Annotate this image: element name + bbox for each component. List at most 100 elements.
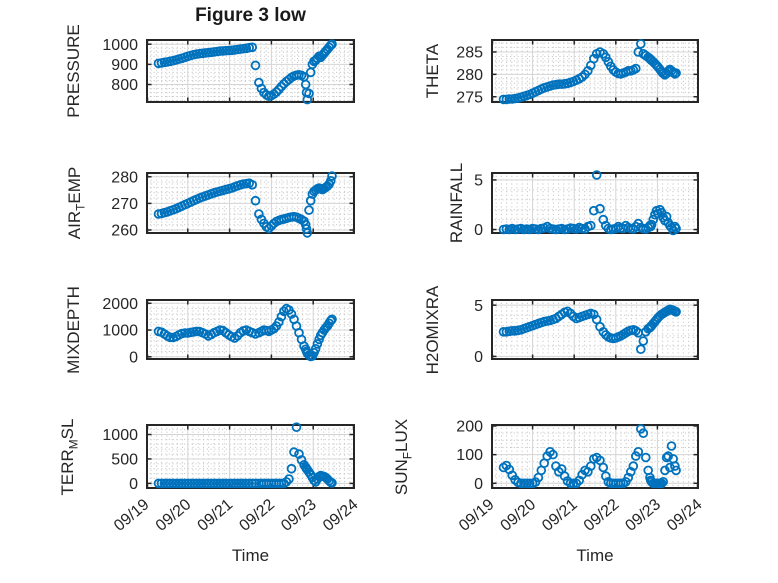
data-marker <box>312 339 323 349</box>
data-marker <box>548 449 558 460</box>
y-tick-label: 900 <box>111 57 138 74</box>
axis-border <box>491 39 699 103</box>
y-tick-label: 500 <box>111 452 138 469</box>
data-marker <box>247 179 257 190</box>
data-marker <box>524 478 535 489</box>
y-tick-label: 100 <box>456 447 483 464</box>
data-marker <box>504 94 515 104</box>
y-tick-label: 1000 <box>102 323 138 340</box>
data-marker <box>631 63 641 74</box>
data-marker <box>646 219 657 230</box>
axis-border <box>146 39 355 103</box>
data-marker <box>165 478 176 489</box>
data-marker <box>636 344 646 354</box>
data-marker <box>327 314 337 325</box>
data-marker <box>638 336 649 346</box>
data-marker <box>498 94 509 105</box>
data-marker <box>589 205 599 216</box>
data-marker <box>636 39 646 49</box>
x-tick-label: 09/20 <box>498 496 540 535</box>
data-marker <box>638 428 649 438</box>
data-marker <box>286 463 297 474</box>
data-marker <box>250 60 261 71</box>
data-marker <box>235 478 246 489</box>
y-tick-label: 1000 <box>102 427 138 444</box>
y-tick-label: 0 <box>474 222 483 239</box>
data-marker <box>648 214 659 225</box>
y-tick-label: 260 <box>111 223 138 240</box>
data-marker <box>203 478 214 489</box>
data-marker <box>301 224 312 234</box>
data-marker <box>291 422 302 433</box>
data-marker <box>302 228 313 238</box>
plot-area-air-temp: 260 270 280 <box>111 169 355 240</box>
data-marker <box>671 223 681 234</box>
x-tick-label: 09/24 <box>664 496 706 535</box>
axis-border <box>491 172 699 234</box>
ylabel-subscript: F <box>400 451 415 459</box>
plot-area-sun-flux: 0 100 200 09/19 09/20 09/21 09/22 09/23 09/24 <box>456 419 706 535</box>
data-marker <box>658 68 669 79</box>
data-marker <box>206 478 216 489</box>
data-marker <box>294 449 304 459</box>
x-axis-label-right: Time <box>576 546 614 565</box>
data-marker <box>191 478 202 489</box>
data-marker <box>661 211 672 222</box>
x-tick-label: 09/23 <box>278 496 320 535</box>
data-marker <box>595 203 605 214</box>
plot-area-terr-msl: 0 500 1000 09/19 09/20 09/21 09/22 09/23 09/24 <box>102 422 362 535</box>
ylabel-text: LUX <box>392 418 411 452</box>
data-marker <box>224 478 234 489</box>
ylabel-text: TERR <box>58 448 77 495</box>
data-marker <box>521 478 532 489</box>
data-marker <box>633 47 644 57</box>
data-marker <box>276 81 287 92</box>
ylabel-text: SUN <box>392 458 411 495</box>
data-marker <box>302 94 313 105</box>
data-marker <box>641 452 651 463</box>
data-marker <box>326 176 336 186</box>
y-tick-label: 0 <box>474 476 483 493</box>
plot-area-mixdepth: 0 1000 2000 <box>102 296 355 366</box>
y-tick-label: 280 <box>111 169 138 186</box>
ylabel-text: THETA <box>423 43 442 99</box>
ylabel-subscript: M <box>66 438 81 449</box>
data-marker <box>601 471 611 481</box>
data-marker <box>304 88 314 99</box>
data-marker <box>666 441 677 451</box>
x-tick-label: 09/22 <box>581 496 623 535</box>
data-marker <box>241 478 252 489</box>
plot-area-pressure: 800 900 1000 <box>102 37 355 105</box>
data-marker <box>554 79 564 89</box>
data-marker <box>586 220 596 231</box>
data-marker <box>174 478 184 489</box>
data-marker <box>326 315 336 326</box>
data-marker <box>507 325 518 336</box>
ylabel-terr-msl: TERRMSL <box>56 327 80 583</box>
y-tick-label: 275 <box>456 89 483 106</box>
y-tick-label: 200 <box>456 419 483 436</box>
data-marker <box>623 472 634 483</box>
x-tick-label: 09/21 <box>195 496 237 535</box>
data-marker <box>598 462 609 473</box>
data-marker <box>628 461 639 471</box>
axis-border <box>491 424 699 489</box>
plot-area-h2omixra: 05 <box>474 298 699 366</box>
y-tick-label: 285 <box>456 45 483 62</box>
y-tick-label: 2000 <box>102 296 138 313</box>
data-marker <box>626 466 636 477</box>
data-marker <box>633 446 644 457</box>
data-marker <box>244 478 254 489</box>
data-marker <box>226 478 237 489</box>
data-marker <box>194 478 205 489</box>
data-marker <box>670 461 680 471</box>
data-marker <box>304 205 314 215</box>
y-tick-label: 0 <box>474 349 483 366</box>
data-marker <box>269 323 279 334</box>
figure-title: Figure 3 low <box>195 5 306 26</box>
data-marker <box>671 465 681 476</box>
data-marker <box>286 309 297 319</box>
data-marker <box>565 478 576 489</box>
data-marker <box>519 478 529 489</box>
